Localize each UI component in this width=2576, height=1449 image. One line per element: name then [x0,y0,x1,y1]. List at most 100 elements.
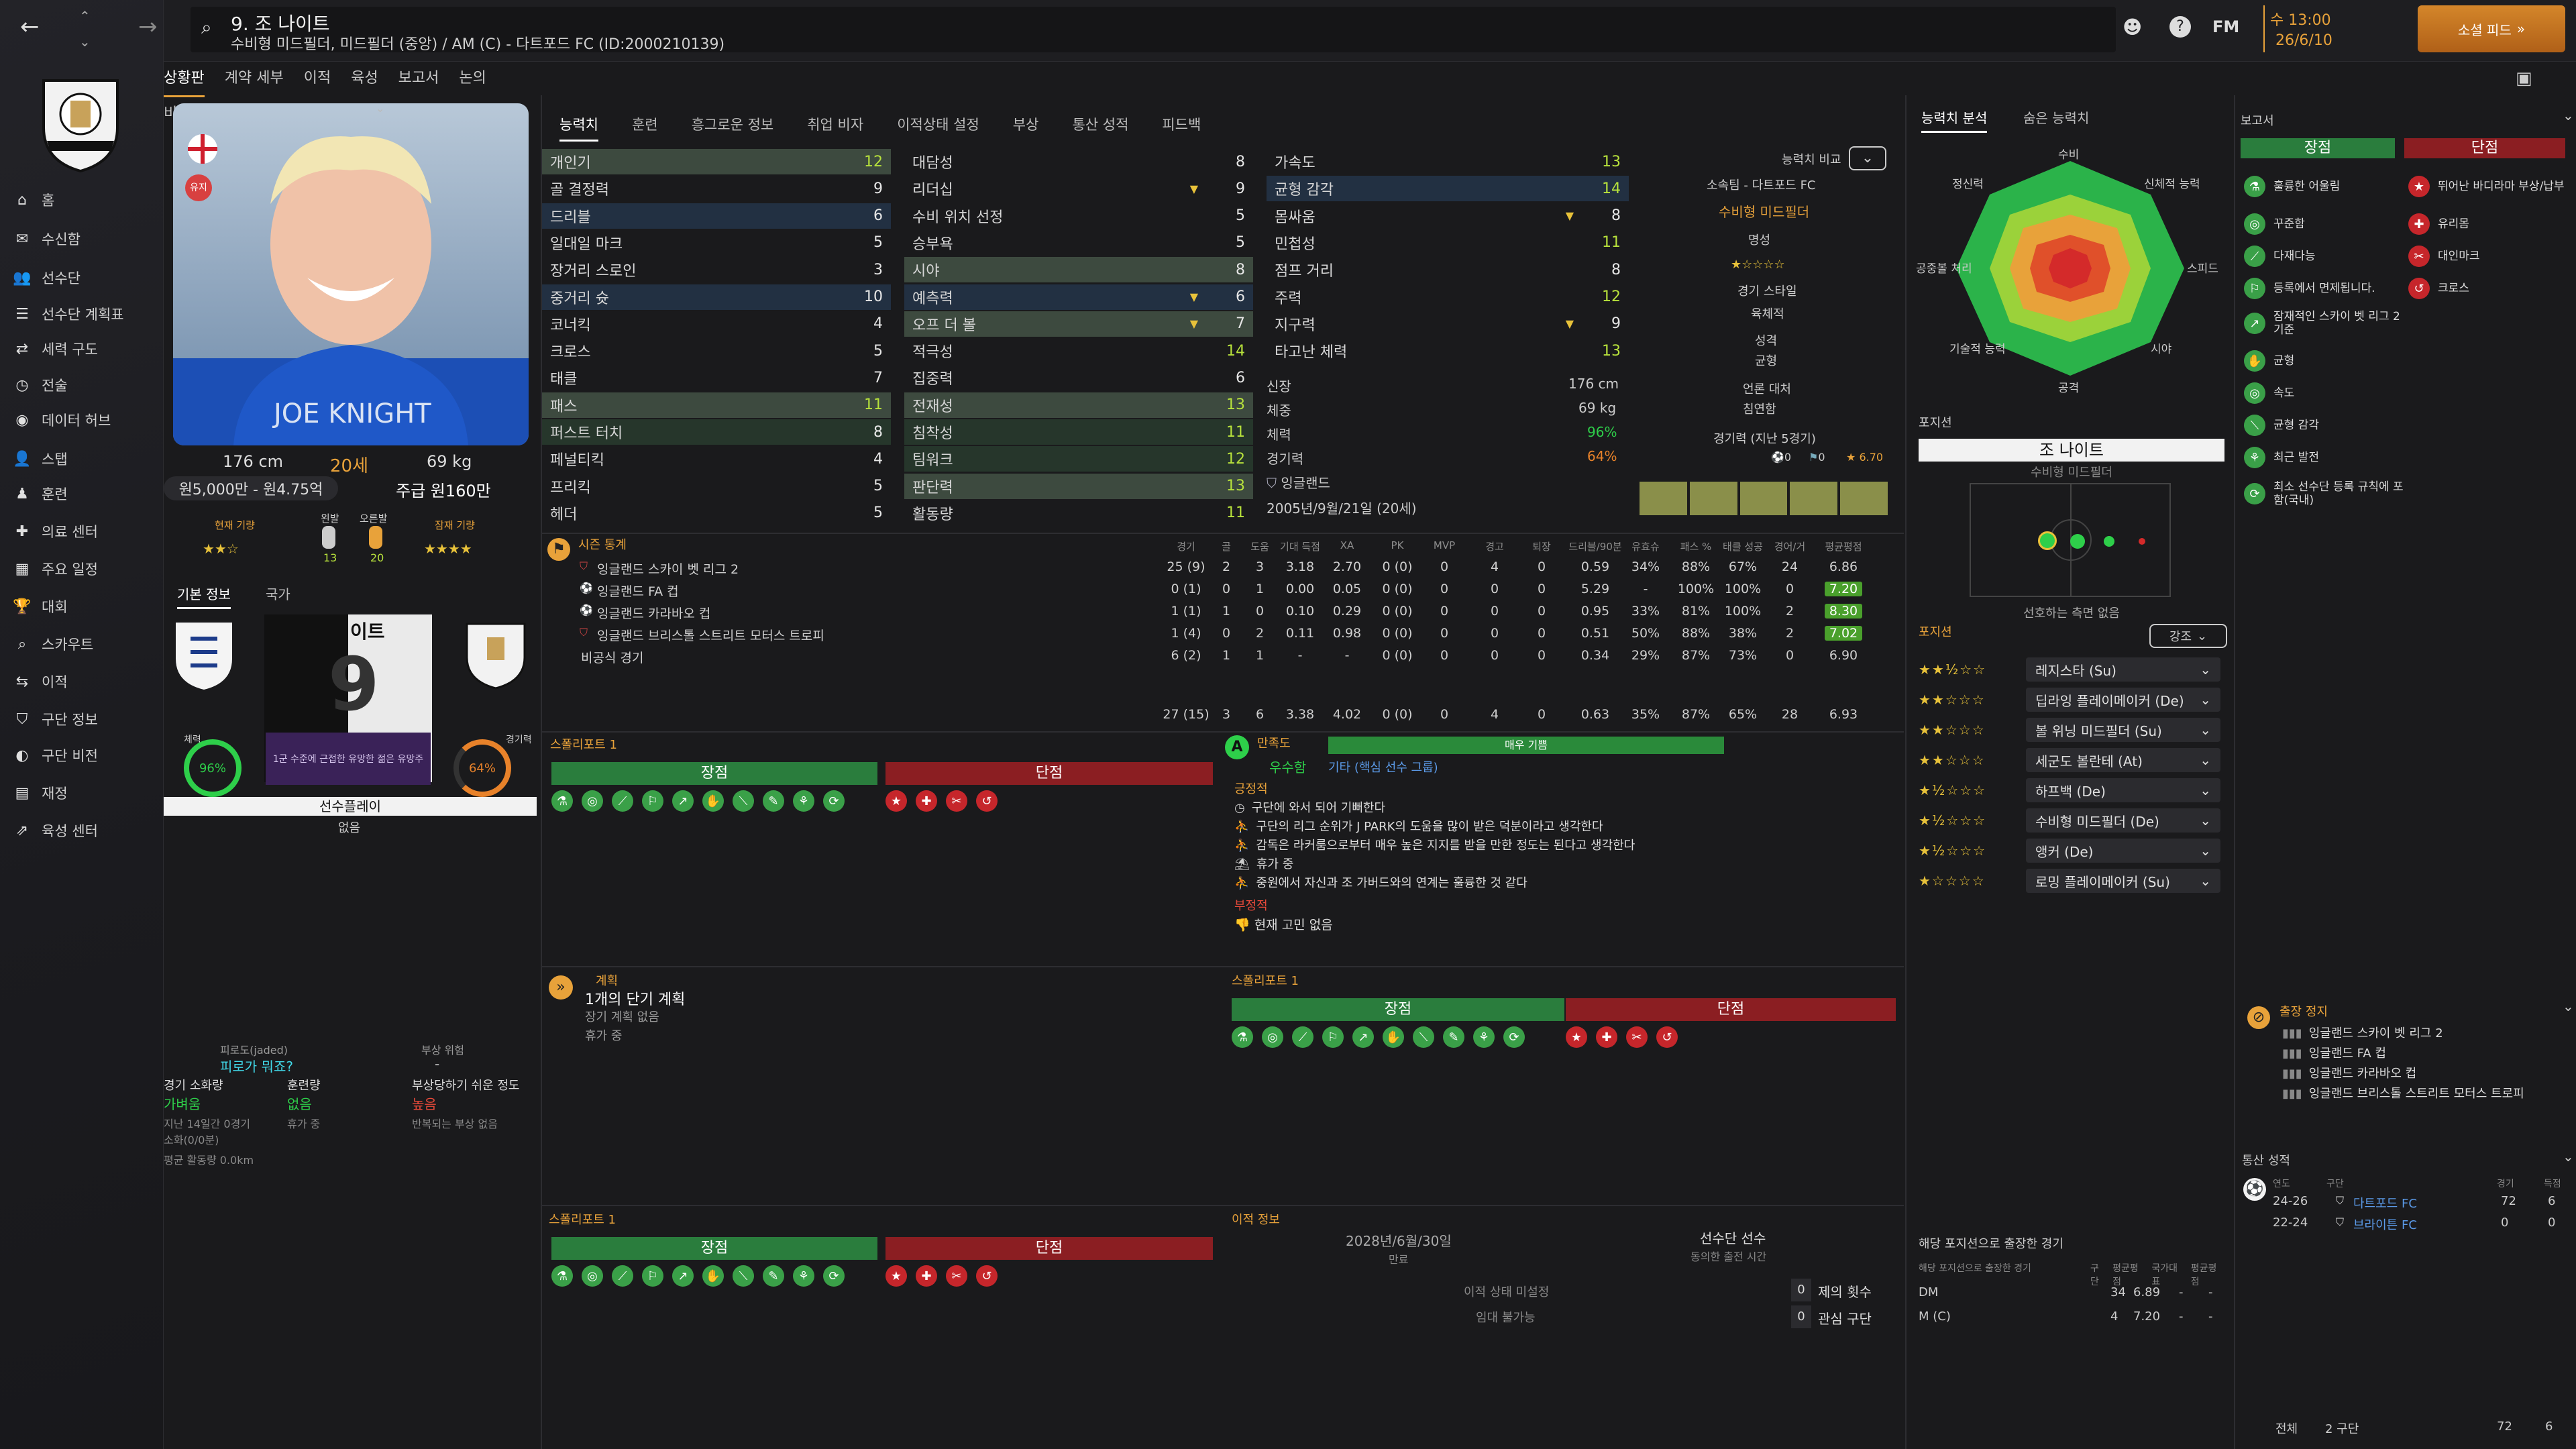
sidebar-item-15[interactable]: ◐ 구단 비전 [12,741,160,770]
attribute-row[interactable]: 드리블 6 [542,203,891,229]
attribute-row[interactable]: 골 결정력 9 [542,176,891,201]
sidebar-item-3[interactable]: ☰ 선수단 계획표 [12,299,160,329]
season-stats-label[interactable]: 시즌 통계 [578,538,627,552]
happiness-label[interactable]: 만족도 [1257,737,1291,751]
tab-basic-info[interactable]: 기본 정보 [177,584,231,609]
attribute-row[interactable]: 팀워크 12 [904,446,1253,472]
role-row[interactable]: ★★½☆☆ 레지스타 (Su) ⌄ [1919,656,2227,683]
compare-dropdown[interactable]: ⌄ [1849,146,1886,170]
attribute-row[interactable]: 지구력 ▼ 9 [1267,311,1629,337]
attribute-row[interactable]: 주력 12 [1267,284,1629,310]
strength-icon[interactable]: ✋ [1383,1026,1404,1048]
attribute-row[interactable]: 균형 감각 14 [1267,176,1629,202]
tab-feedback[interactable]: 피드백 [1162,117,1201,133]
sidebar-item-8[interactable]: ♟ 훈련 [12,479,160,508]
role-select[interactable]: 앵커 (De) ⌄ [2026,839,2220,863]
menu-report[interactable]: 보고서 [398,70,439,87]
plan-label[interactable]: 계획 [596,974,619,988]
scout-report-label-2[interactable]: 스폴리포트 1 [1232,974,1299,988]
sidebar-item-1[interactable]: ✉ 수신함 [12,224,160,254]
tab-interesting-info[interactable]: 흥그로운 정보 [691,117,774,133]
strength-icon[interactable]: ✋ [702,1265,724,1287]
role-row[interactable]: ★½☆☆☆ 하프백 (De) ⌄ [1919,777,2227,804]
strength-icon[interactable]: ⚗ [1232,1026,1253,1048]
strength-icon[interactable]: ⟍ [1413,1026,1434,1048]
strength-icon[interactable]: ⟳ [1503,1026,1525,1048]
sidebar-item-14[interactable]: ⛉ 구단 정보 [12,704,160,734]
attribute-row[interactable]: 적극성 14 [904,338,1253,364]
role-select[interactable]: 세군도 볼란테 (At) ⌄ [2026,748,2220,772]
menu-discuss[interactable]: 논의 [459,70,486,87]
weakness-icon[interactable]: ✚ [916,790,937,812]
competition-name[interactable]: 잉글랜드 FA 컵 [597,584,679,599]
attribute-row[interactable]: 대담성 8 [904,149,1253,174]
attribute-row[interactable]: 시야 8 [904,257,1253,283]
competition-name[interactable]: 잉글랜드 브리스톨 스트리트 모터스 트로피 [597,629,824,643]
scout-report-label[interactable]: 스폴리포트 1 [550,738,617,752]
continue-button[interactable]: 소셜 피드 » [2418,5,2565,52]
weakness-icon[interactable]: ↺ [976,1265,998,1287]
role-select[interactable]: 수비형 미드필더 (De) ⌄ [2026,808,2220,833]
tab-work-permit[interactable]: 취업 비자 [807,117,864,133]
attribute-row[interactable]: 활동량 11 [904,500,1253,526]
roles-sort-dropdown[interactable]: 강조 ⌄ [2149,624,2227,648]
strength-icon[interactable]: ⟳ [823,790,845,812]
tab-career-stats[interactable]: 통산 성적 [1072,117,1129,133]
menu-contract[interactable]: 계약 세부 [224,70,284,87]
strength-icon[interactable]: ↗ [672,1265,694,1287]
attribute-row[interactable]: 가속도 13 [1267,149,1629,174]
sidebar-item-9[interactable]: ✚ 의료 센터 [12,517,160,546]
weakness-icon[interactable]: ↺ [976,790,998,812]
attribute-row[interactable]: 헤더 5 [542,500,891,526]
attribute-row[interactable]: 중거리 슛 10 [542,284,891,310]
attribute-row[interactable]: 크로스 5 [542,338,891,364]
emoji-icon[interactable]: ☻ [2123,16,2143,38]
strength-icon[interactable]: ↗ [1352,1026,1374,1048]
help-icon[interactable]: ? [2169,16,2191,38]
attribute-row[interactable]: 판단력 13 [904,473,1253,499]
strength-icon[interactable]: ⚐ [1322,1026,1344,1048]
back-icon[interactable]: ← [20,13,40,40]
forward-icon[interactable]: → [138,13,158,40]
strength-icon[interactable]: ⟳ [823,1265,845,1287]
sidebar-item-12[interactable]: ⌕ 스카우트 [12,629,160,659]
sidebar-item-17[interactable]: ⇗ 육성 센터 [12,816,160,845]
tab-attributes[interactable]: 능력치 [559,114,598,142]
strength-icon[interactable]: ◎ [582,790,603,812]
strength-icon[interactable]: ✎ [763,1265,784,1287]
chevron-up-icon[interactable]: ⌃ [79,8,91,24]
role-select[interactable]: 레지스타 (Su) ⌄ [2026,657,2220,682]
strength-icon[interactable]: ⚐ [642,790,663,812]
strength-icon[interactable]: ⚗ [551,1265,573,1287]
sidebar-item-13[interactable]: ⇆ 이적 [12,667,160,696]
strength-icon[interactable]: ⟋ [1292,1026,1313,1048]
weakness-icon[interactable]: ✂ [946,790,967,812]
tab-training[interactable]: 훈련 [631,117,658,133]
strength-icon[interactable]: ⚘ [793,790,814,812]
attribute-row[interactable]: 오프 더 볼 ▼ 7 [904,311,1253,337]
strength-icon[interactable]: ✎ [1443,1026,1464,1048]
role-row[interactable]: ★★☆☆☆ 딥라잉 플레이메이커 (De) ⌄ [1919,686,2227,713]
chevron-down-icon[interactable]: ⌄ [2563,1148,2574,1165]
role-row[interactable]: ★★☆☆☆ 볼 위닝 미드필더 (Su) ⌄ [1919,716,2227,743]
weakness-icon[interactable]: ★ [885,1265,907,1287]
sidebar-item-0[interactable]: ⌂ 홈 [12,185,160,215]
strength-icon[interactable]: ⟍ [733,1265,754,1287]
attribute-row[interactable]: 침착성 11 [904,419,1253,445]
attribute-row[interactable]: 패스 11 [542,392,891,418]
chevron-down-icon[interactable]: ⌄ [2563,107,2574,123]
fm-icon[interactable]: FM [2212,17,2240,36]
attribute-row[interactable]: 예측력 ▼ 6 [904,284,1253,310]
tab-hidden-attributes[interactable]: 숨은 능력치 [2023,110,2090,126]
sidebar-item-11[interactable]: 🏆 대회 [12,592,160,621]
weakness-icon[interactable]: ★ [1566,1026,1587,1048]
strength-icon[interactable]: ✎ [763,790,784,812]
attribute-row[interactable]: 개인기 12 [542,149,891,174]
attribute-row[interactable]: 장거리 스로인 3 [542,257,891,282]
strength-icon[interactable]: ⟍ [733,790,754,812]
screen-icon[interactable]: ▣ [2516,68,2532,89]
tab-transfer-status[interactable]: 이적상태 설정 [897,117,979,133]
strength-icon[interactable]: ◎ [582,1265,603,1287]
menu-development[interactable]: 육성 [351,70,378,87]
attribute-row[interactable]: 코너킥 4 [542,311,891,337]
